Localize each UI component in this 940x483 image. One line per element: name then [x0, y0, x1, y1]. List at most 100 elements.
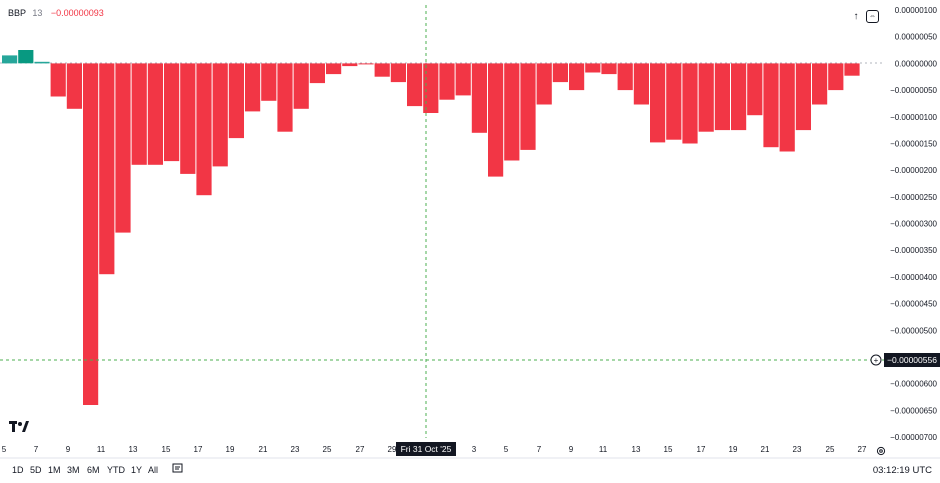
- histogram-bar: [18, 50, 34, 64]
- y-tick-label: 0.00000000: [895, 59, 938, 68]
- y-tick-label: −0.00000250: [890, 193, 937, 202]
- x-tick-label: 17: [194, 445, 203, 454]
- histogram-bar: [828, 63, 844, 91]
- crosshair-price-label: −0.00000556: [887, 355, 937, 365]
- crosshair-price-tag: + −0.00000556: [870, 353, 940, 367]
- x-tick-label: 9: [66, 445, 71, 454]
- y-tick-label: 0.00000100: [895, 6, 938, 15]
- histogram-bar: [520, 63, 536, 150]
- histogram-bar: [731, 63, 747, 131]
- indicator-value: −0.00000093: [50, 8, 104, 18]
- histogram-bar: [795, 63, 811, 131]
- range-button-1y[interactable]: 1Y: [131, 465, 143, 475]
- x-tick-label: 13: [632, 445, 641, 454]
- x-tick-label: 11: [97, 445, 106, 454]
- range-button-all[interactable]: All: [148, 465, 159, 475]
- x-tick-label: 13: [129, 445, 138, 454]
- utc-clock[interactable]: 03:12:19 UTC: [872, 465, 932, 476]
- x-tick-label: 21: [259, 445, 268, 454]
- histogram-bar: [34, 61, 50, 64]
- indicator-legend[interactable]: BBP 13 −0.00000093: [8, 8, 104, 18]
- histogram-bar: [99, 63, 115, 275]
- histogram-bar: [196, 63, 212, 196]
- histogram-bar: [812, 63, 828, 105]
- x-tick-label: 7: [537, 445, 542, 454]
- histogram-bar: [358, 63, 374, 65]
- histogram-bar: [212, 63, 228, 167]
- histogram-bar: [471, 63, 487, 133]
- histogram-bar: [277, 63, 293, 132]
- crosshair-date-tag: Fri 31 Oct '25: [396, 442, 456, 456]
- histogram-bar: [374, 63, 390, 77]
- x-tick-label: 15: [664, 445, 673, 454]
- x-tick-label: 5: [504, 445, 509, 454]
- y-tick-label: −0.00000300: [890, 220, 937, 229]
- bottom-toolbar: 1D 5D 1M 3M 6M YTD 1Y All 03:12:19 UTC: [0, 459, 940, 483]
- x-tick-label: 5: [2, 445, 7, 454]
- x-tick-label: 25: [826, 445, 835, 454]
- range-button-1m[interactable]: 1M: [48, 465, 61, 475]
- x-tick-label: 9: [569, 445, 574, 454]
- y-tick-label: −0.00000600: [890, 380, 937, 389]
- histogram-bar: [164, 63, 180, 162]
- indicator-name: BBP: [8, 8, 26, 18]
- histogram-bar: [682, 63, 698, 144]
- histogram-bar: [455, 63, 471, 96]
- x-tick-label: 15: [162, 445, 171, 454]
- histogram-bar: [569, 63, 585, 91]
- x-axis: 5 7 9 11 13 15 17 19 21 23 25 27 29 3 5 7 9 11 13 15 17 19 21 2…: [2, 445, 867, 454]
- crosshair-date-label: Fri 31 Oct '25: [401, 444, 452, 454]
- x-tick-label: 21: [761, 445, 770, 454]
- range-button-1d[interactable]: 1D: [12, 465, 24, 475]
- y-tick-label: −0.00000350: [890, 246, 937, 255]
- histogram-bar: [261, 63, 277, 101]
- svg-text:+: +: [874, 356, 879, 365]
- indicator-period: 13: [32, 8, 43, 18]
- histogram-bar: [131, 63, 147, 165]
- histogram-bar: [633, 63, 649, 105]
- range-button-5d[interactable]: 5D: [30, 465, 42, 475]
- x-tick-label: 23: [291, 445, 300, 454]
- histogram-bar: [439, 63, 455, 100]
- histogram-bar: [747, 63, 763, 116]
- histogram-bar: [423, 63, 439, 113]
- y-tick-label: −0.00000100: [890, 113, 937, 122]
- histogram-bar: [228, 63, 244, 139]
- x-tick-label: 27: [858, 445, 867, 454]
- histogram-bar: [536, 63, 552, 105]
- arrow-up-icon[interactable]: ↑: [853, 10, 859, 22]
- y-tick-label: −0.00000450: [890, 300, 937, 309]
- histogram-bar: [488, 63, 504, 177]
- maximize-icon[interactable]: ⇔: [866, 10, 879, 23]
- histogram-bar: [585, 63, 601, 73]
- y-tick-label: −0.00000150: [890, 139, 937, 148]
- x-tick-label: 19: [729, 445, 738, 454]
- histogram-bar: [390, 63, 406, 83]
- histogram-bar: [698, 63, 714, 132]
- range-button-ytd[interactable]: YTD: [107, 465, 125, 475]
- y-tick-label: 0.00000050: [895, 33, 938, 42]
- range-button-3m[interactable]: 3M: [67, 465, 80, 475]
- histogram-bar: [342, 63, 358, 67]
- x-tick-label: 11: [599, 445, 608, 454]
- y-tick-label: −0.00000500: [890, 326, 937, 335]
- range-button-6m[interactable]: 6M: [87, 465, 100, 475]
- histogram-bar: [83, 63, 99, 406]
- histogram-bar: [326, 63, 342, 75]
- x-tick-label: 17: [697, 445, 706, 454]
- y-tick-label: −0.00000400: [890, 273, 937, 282]
- histogram-bars: [2, 50, 860, 406]
- tradingview-logo-icon: [9, 420, 29, 438]
- y-tick-label: −0.00000200: [890, 166, 937, 175]
- x-tick-label: 7: [34, 445, 39, 454]
- histogram-bar: [763, 63, 779, 148]
- y-tick-label: −0.00000650: [890, 406, 937, 415]
- histogram-bar: [504, 63, 520, 161]
- histogram-bar: [779, 63, 795, 152]
- gear-icon[interactable]: [876, 443, 886, 461]
- date-range-icon[interactable]: [172, 462, 184, 476]
- histogram-bar: [50, 63, 66, 97]
- histogram-bar: [650, 63, 666, 143]
- histogram-bar: [714, 63, 730, 131]
